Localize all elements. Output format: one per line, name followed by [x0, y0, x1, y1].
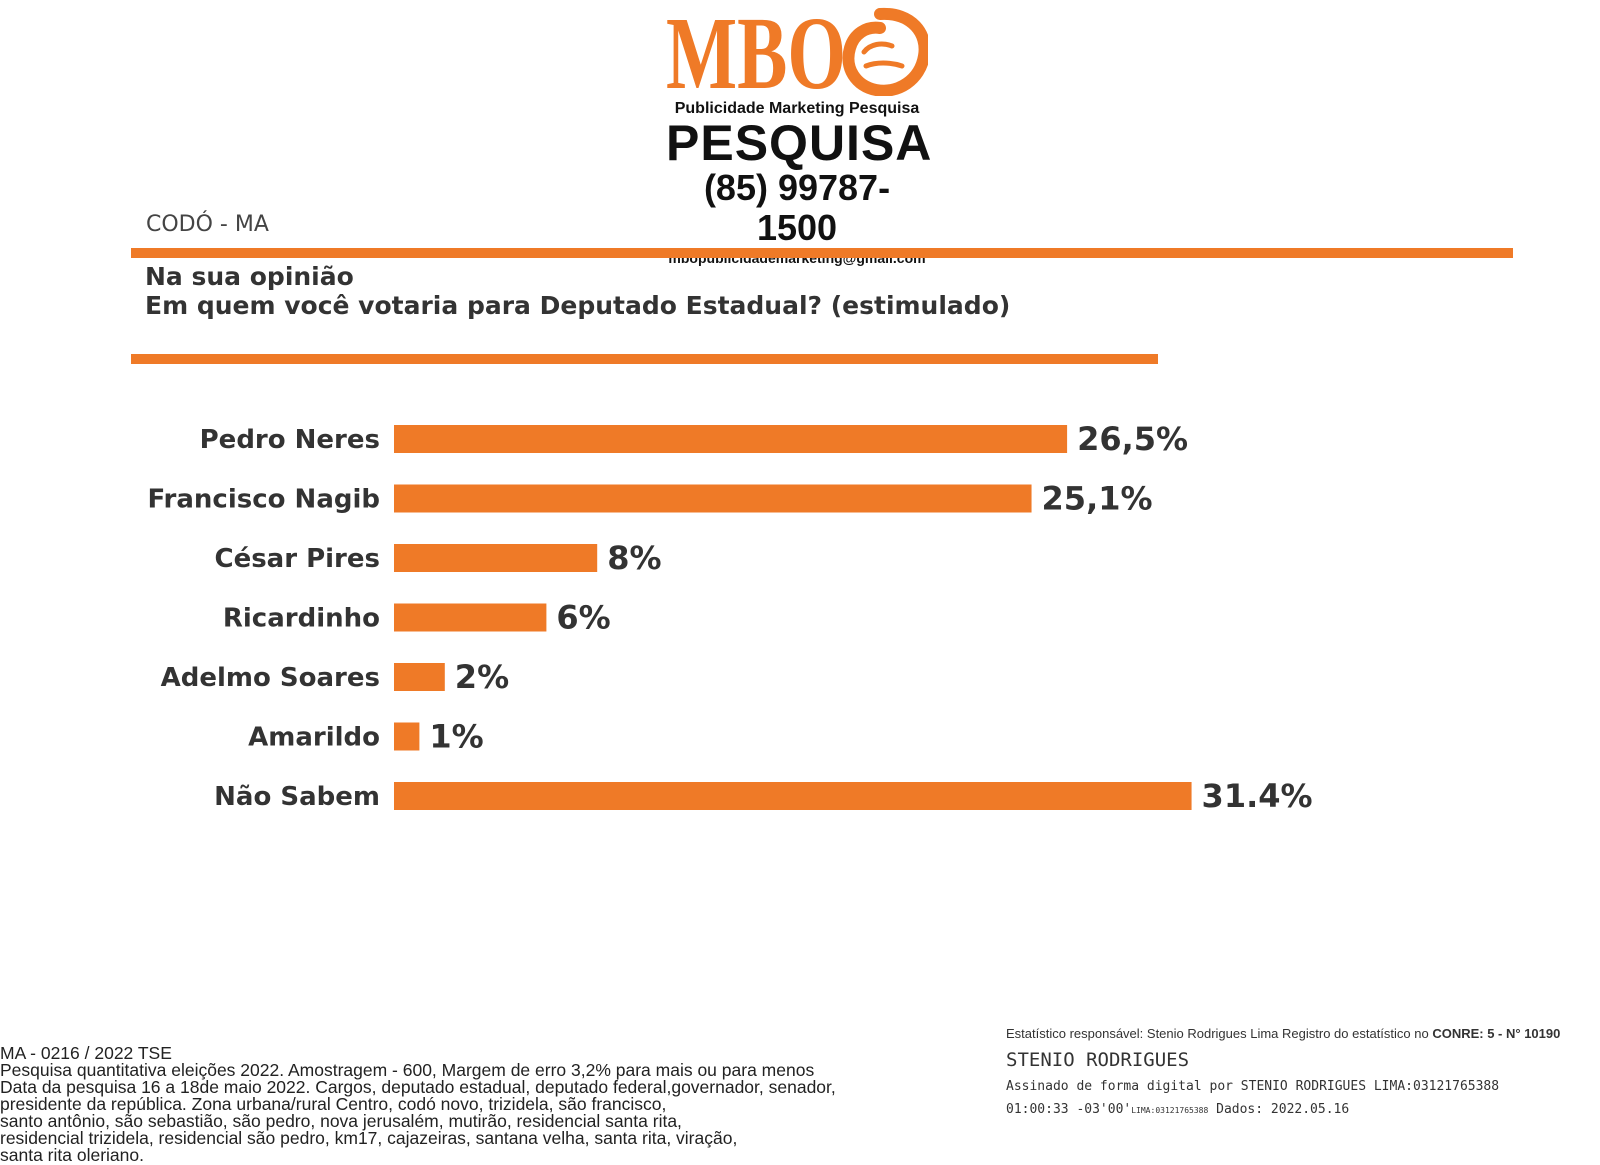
methodology-line: Pesquisa quantitativa eleições 2022. Amo…: [0, 1060, 815, 1080]
value-label: 1%: [429, 718, 483, 756]
bar-chart: Pedro Neres 26,5% Francisco Nagib 25,1% Césa…: [147, 420, 1313, 815]
bar: [394, 782, 1192, 810]
logo-word: PESQUISA: [666, 115, 933, 171]
methodology-line: santo antônio, são sebastião, são pedro,…: [0, 1111, 682, 1131]
signature-timestamp: 01:00:33 -03'00'LIMA:03121765388 Dados: …: [1006, 1102, 1350, 1117]
value-label: 2%: [455, 658, 509, 696]
enso-circle-icon: [842, 7, 928, 96]
bar: [394, 722, 420, 751]
category-label: Amarildo: [248, 723, 380, 753]
logo-phone: (85) 99787-1500: [703, 167, 891, 248]
signed-by-line: Assinado de forma digital por STENIO ROD…: [1006, 1079, 1500, 1094]
divider-chart: [131, 354, 1158, 364]
methodology-notes: MA - 0216 / 2022 TSE Pesquisa quantitati…: [0, 1043, 990, 1165]
value-label: 26,5%: [1077, 420, 1188, 458]
bar: [394, 484, 1032, 513]
statistician-line: Estatístico responsável: Stenio Rodrigue…: [1006, 1026, 1561, 1041]
category-label: Não Sabem: [214, 782, 380, 812]
question-text: Na sua opinião Em quem você votaria para…: [145, 262, 1010, 320]
category-label: Ricardinho: [223, 604, 380, 634]
value-label: 25,1%: [1042, 480, 1153, 518]
question-line-1: Na sua opinião: [145, 262, 354, 291]
question-line-2: Em quem você votaria para Deputado Estad…: [145, 291, 1011, 320]
methodology-line: Data da pesquisa 16 a 18de maio 2022. Ca…: [0, 1077, 836, 1097]
divider-top: [131, 248, 1513, 258]
registration-line: MA - 0216 / 2022 TSE: [0, 1043, 172, 1063]
category-label: Adelmo Soares: [161, 663, 380, 693]
value-label: 31.4%: [1202, 777, 1313, 815]
bar: [394, 663, 445, 691]
signer-name: STENIO RODRIGUES: [1006, 1049, 1190, 1071]
mbo-logo-mark: MBO: [666, 4, 928, 96]
bar: [394, 425, 1068, 453]
methodology-line: presidente da república. Zona urbana/rur…: [0, 1094, 667, 1114]
bar: [394, 603, 547, 632]
location-label: CODÓ - MA: [146, 212, 269, 237]
conre-number: CONRE: 5 - N° 10190: [1432, 1026, 1561, 1041]
logo-tagline: Publicidade Marketing Pesquisa: [674, 100, 920, 117]
methodology-line: residencial trizidela, residencial são p…: [0, 1128, 738, 1148]
value-label: 6%: [556, 599, 610, 637]
category-label: Francisco Nagib: [147, 485, 380, 515]
bar: [394, 544, 598, 572]
category-label: Pedro Neres: [200, 425, 380, 455]
value-label: 8%: [607, 539, 661, 577]
logo-letters: MBO: [666, 4, 846, 96]
digital-signature: Estatístico responsável: Stenio Rodrigue…: [1006, 1026, 1600, 1117]
mbo-logo: MBO Publicidade Marketing Pesquisa PESQU…: [666, 4, 933, 268]
category-label: César Pires: [214, 544, 380, 574]
methodology-line: santa rita oleriano.: [0, 1145, 144, 1165]
